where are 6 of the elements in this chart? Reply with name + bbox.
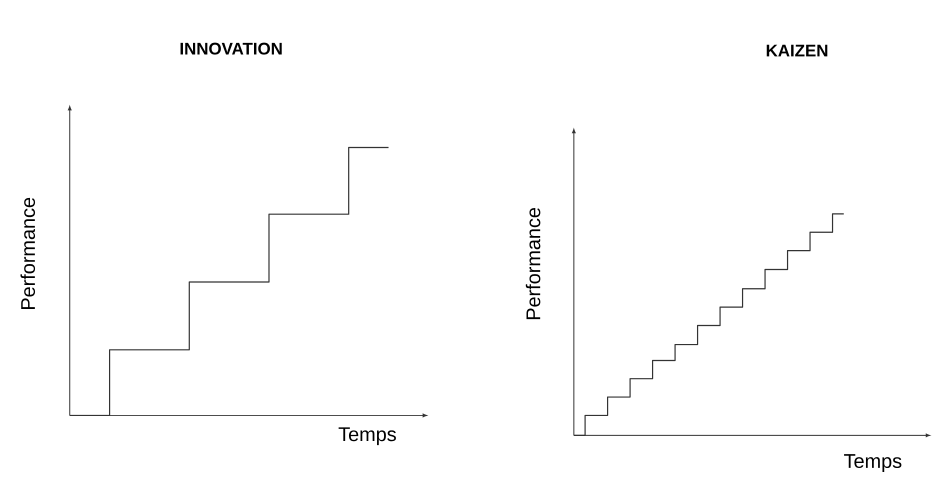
x-axis-title: Temps [338,427,396,446]
chart-title: KAIZEN [766,44,828,56]
x-axis-title: Temps [844,454,902,472]
y-axis-title: Performance [526,208,540,319]
chart-title: INNOVATION [180,42,282,55]
y-axis-title: Performance [20,198,36,309]
